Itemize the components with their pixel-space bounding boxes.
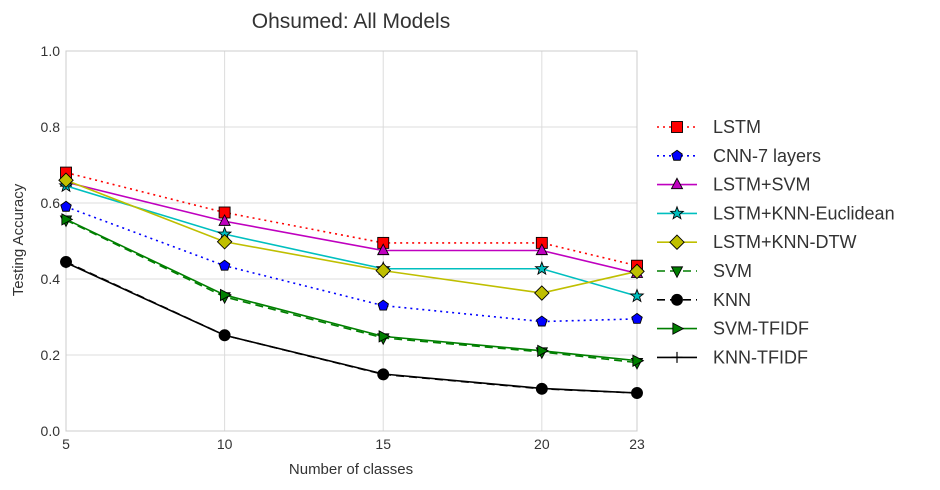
y-tick-label: 1.0 — [41, 43, 61, 59]
legend-label: KNN — [713, 290, 751, 310]
data-point — [632, 354, 645, 367]
data-point — [377, 368, 389, 380]
legend-label: KNN-TFIDF — [713, 347, 808, 367]
legend-entry: SVM — [657, 261, 752, 281]
data-point — [534, 260, 550, 276]
y-tick-label: 0.6 — [41, 195, 61, 211]
legend-label: LSTM+KNN-Euclidean — [713, 203, 895, 223]
legend-marker — [671, 121, 683, 133]
x-axis-label: Number of classes — [289, 461, 413, 478]
legend: LSTM CNN-7 layers LSTM+SVM LSTM+KNN-Euclide… — [657, 117, 895, 367]
legend-marker — [671, 293, 683, 306]
legend-marker — [669, 205, 685, 220]
data-point — [58, 172, 74, 188]
x-tick-label: 10 — [217, 436, 233, 452]
legend-marker — [670, 266, 684, 279]
data-point — [219, 329, 231, 341]
data-point — [375, 262, 392, 279]
legend-entry: LSTM+SVM — [657, 175, 811, 195]
legend-entry: LSTM+KNN-Euclidean — [657, 203, 895, 223]
series-line — [65, 179, 638, 294]
data-point — [218, 213, 231, 226]
legend-entry: SVM-TFIDF — [657, 319, 809, 339]
series-line — [65, 171, 638, 267]
data-point — [216, 233, 233, 250]
data-point — [376, 243, 390, 256]
legend-label: LSTM+KNN-DTW — [713, 232, 857, 252]
data-point — [629, 263, 645, 280]
data-point — [631, 312, 643, 324]
data-point — [218, 259, 231, 271]
tick-labels: 0.0 0.2 0.4 0.6 0.8 1.0 5 10 15 20 23 — [41, 43, 645, 452]
legend-entry: LSTM — [657, 117, 761, 137]
legend-label: LSTM+SVM — [713, 175, 811, 195]
y-tick-label: 0.4 — [41, 271, 61, 287]
series-lstm-knn-dtw — [58, 172, 645, 301]
series-knn-tfidf — [60, 257, 643, 399]
chart-title: Ohsumed: All Models — [252, 10, 450, 33]
legend-label: LSTM — [713, 117, 761, 137]
legend-entry: KNN — [657, 290, 751, 310]
legend-label: SVM-TFIDF — [713, 319, 809, 339]
data-point — [537, 344, 550, 358]
data-point — [378, 330, 391, 343]
legend-marker — [670, 177, 684, 190]
legend-label: SVM — [713, 261, 752, 281]
x-tick-label: 20 — [534, 436, 550, 452]
series-cnn-7-layers — [60, 200, 643, 327]
x-tick-label: 23 — [629, 436, 645, 452]
data-point — [377, 299, 389, 311]
data-point — [535, 243, 549, 256]
legend-entry: CNN-7 layers — [657, 146, 821, 166]
legend-entry: LSTM+KNN-DTW — [657, 232, 857, 252]
series-line — [65, 206, 638, 323]
x-tick-label: 15 — [375, 436, 391, 452]
series-layer — [58, 166, 645, 399]
series-lstm-knn-euclidean — [58, 178, 645, 303]
grid — [65, 50, 638, 432]
legend-marker — [669, 234, 685, 250]
series-svm — [59, 215, 644, 370]
y-axis-label: Testing Accuracy — [10, 183, 27, 296]
y-tick-label: 0.2 — [41, 347, 61, 363]
legend-marker — [672, 322, 685, 335]
data-point — [629, 288, 645, 303]
plot-frame — [65, 50, 638, 432]
series-lstm — [60, 166, 643, 272]
data-point — [60, 200, 72, 212]
legend-label: CNN-7 layers — [713, 146, 821, 166]
data-point — [631, 387, 643, 399]
data-point — [534, 285, 550, 301]
y-tick-label: 0.8 — [41, 119, 61, 135]
data-point — [61, 213, 74, 226]
data-point — [536, 315, 548, 327]
series-svm-tfidf — [61, 213, 645, 367]
x-tick-label: 5 — [62, 436, 70, 452]
y-tick-label: 0.0 — [41, 423, 61, 439]
legend-marker — [671, 351, 683, 363]
legend-entry: KNN-TFIDF — [657, 347, 808, 367]
legend-marker — [671, 149, 683, 161]
data-point — [536, 382, 548, 394]
series-line — [65, 218, 638, 362]
data-point — [220, 288, 232, 302]
data-point — [60, 257, 72, 269]
